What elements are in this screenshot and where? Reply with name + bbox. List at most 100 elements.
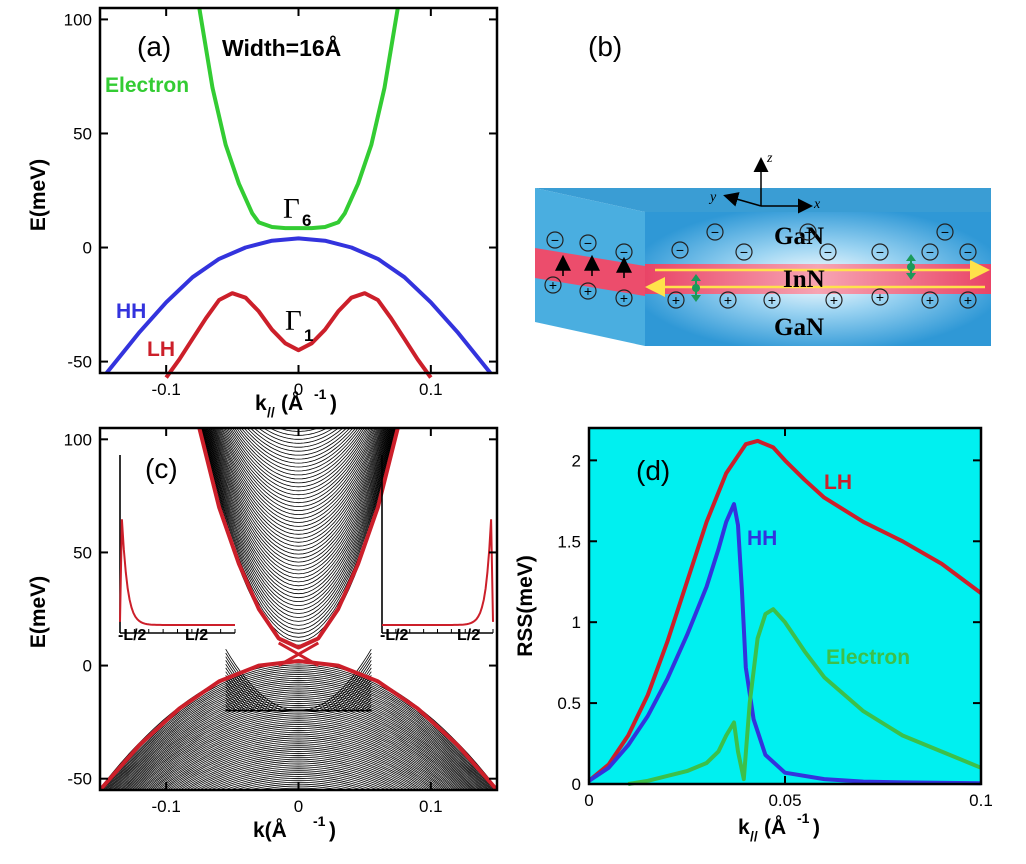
- panel-a-width-text: Width=16Å: [222, 34, 341, 61]
- valence-subband: [188, 758, 409, 790]
- minus-charge: −: [676, 242, 684, 258]
- valence-subband: [150, 729, 447, 790]
- panel-a-series: [105, 7, 492, 379]
- panel-d-xtick-label: 0: [584, 791, 593, 810]
- valence-subband: [119, 693, 478, 790]
- panel-a-xlabel-unit: (Å: [281, 391, 303, 415]
- conduction-subband: [205, 428, 392, 587]
- conduction-subband: [249, 428, 348, 452]
- valence-subband: [134, 712, 463, 790]
- valence-subband: [161, 739, 436, 790]
- valence-subband: [112, 683, 485, 790]
- panel-a-electron-line: [197, 7, 400, 231]
- inset-left-tick-minus: -L/2: [118, 627, 147, 644]
- panel-d-ytick-label: 1.5: [557, 532, 581, 551]
- conduction-subband: [205, 428, 392, 583]
- valence-subband: [139, 718, 458, 790]
- conduction-subband: [200, 428, 397, 630]
- conduction-subband: [207, 428, 390, 571]
- conduction-subband: [219, 428, 378, 515]
- conduction-subband: [206, 428, 391, 575]
- panel-a: -0.1 0 0.1 100 50 0 -50 (a) Width=16Å Electron…: [27, 6, 499, 420]
- valence-subband: [173, 749, 424, 790]
- panel-d-xtick-label: 0.1: [969, 791, 993, 810]
- panel-a-label: (a): [137, 31, 171, 62]
- panel-a-hh-line: [105, 236, 492, 375]
- panel-d-ticks: 0 0.05 0.1 2 1.5 1 0.5 0: [557, 428, 993, 810]
- valence-subband: [213, 772, 384, 790]
- gan-bottom-label: GaN: [774, 314, 824, 341]
- panel-d-xlabel-unit: (Å: [764, 815, 786, 839]
- panel-d-series: [587, 438, 983, 786]
- green-double-arrow: [906, 254, 916, 280]
- valence-subband: [185, 756, 412, 790]
- valence-subband: [124, 700, 473, 790]
- minus-charge: −: [941, 224, 949, 240]
- valence-subband: [240, 781, 357, 790]
- panel-a-xtick-label: -0.1: [152, 380, 181, 399]
- valence-subband: [166, 743, 431, 790]
- valence-subband: [123, 699, 474, 790]
- panel-d-lh-label: LH: [824, 471, 852, 494]
- conduction-subband: [280, 417, 317, 420]
- minus-charge-circle: [921, 243, 939, 261]
- minus-charge: −: [824, 244, 832, 260]
- conduction-subband: [209, 428, 388, 559]
- valence-subband: [106, 674, 491, 790]
- valence-subband: [182, 754, 415, 790]
- panel-b-label: (b): [588, 31, 622, 62]
- conduction-subband: [222, 428, 375, 504]
- valence-subband: [121, 697, 476, 790]
- minus-charge-circle: [959, 243, 977, 261]
- minus-charge-circle: [735, 243, 753, 261]
- panel-a-gamma6-subscript: 6: [302, 211, 311, 230]
- plus-charge-circle: [579, 282, 597, 300]
- valence-subband: [108, 677, 489, 790]
- panel-d: 0 0.05 0.1 2 1.5 1 0.5 0 (d) LH HH Electron RSS…: [514, 426, 993, 844]
- conduction-subband: [211, 428, 386, 547]
- conduction-subband: [257, 428, 340, 444]
- valence-subband: [120, 695, 477, 790]
- panel-d-hh-label: HH: [747, 527, 777, 550]
- conduction-subband: [220, 428, 377, 512]
- valence-subband: [159, 737, 438, 790]
- valence-subband: [126, 702, 471, 790]
- valence-subband: [148, 727, 449, 790]
- panel-c-series: [100, 428, 497, 790]
- minus-charge: −: [740, 244, 748, 260]
- minus-charge: −: [926, 244, 934, 260]
- panel-d-ylabel: RSS(meV): [514, 555, 537, 657]
- valence-subband: [111, 681, 486, 790]
- panel-d-ytick-label: 2: [572, 451, 581, 470]
- conduction-subband: [216, 428, 381, 527]
- plus-charge-circle: [763, 291, 781, 309]
- minus-charge-circle: [819, 243, 837, 261]
- x-axis-label: x: [813, 197, 821, 212]
- panel-d-lh-line: [587, 438, 983, 783]
- minus-charge-circle: [936, 223, 954, 241]
- conduction-subband: [225, 428, 372, 496]
- conduction-subband: [203, 428, 394, 599]
- panel-a-xlabel-sup: -1: [314, 386, 327, 402]
- valence-subband: [117, 691, 480, 790]
- valence-subband: [143, 722, 454, 790]
- valence-subband: [141, 720, 456, 790]
- conduction-subband: [217, 428, 380, 523]
- panel-d-xtick-label: 0.05: [768, 791, 801, 810]
- conduction-subband: [243, 428, 354, 460]
- panel-c-ytick-label: -50: [67, 770, 92, 789]
- conduction-subband: [203, 428, 394, 603]
- y-axis-label: y: [708, 190, 717, 205]
- panel-a-electron-label: Electron: [105, 74, 189, 97]
- minus-charge: −: [804, 224, 812, 240]
- panel-d-xlabel-sup: -1: [797, 810, 810, 826]
- valence-subband: [129, 706, 468, 790]
- conduction-subband: [221, 428, 376, 508]
- panel-a-lh-line: [164, 291, 433, 379]
- valence-subband: [171, 747, 426, 790]
- valence-subband: [155, 733, 442, 790]
- panel-a-ytick-label: 100: [64, 10, 92, 29]
- panel-a-hh-label: HH: [116, 300, 146, 323]
